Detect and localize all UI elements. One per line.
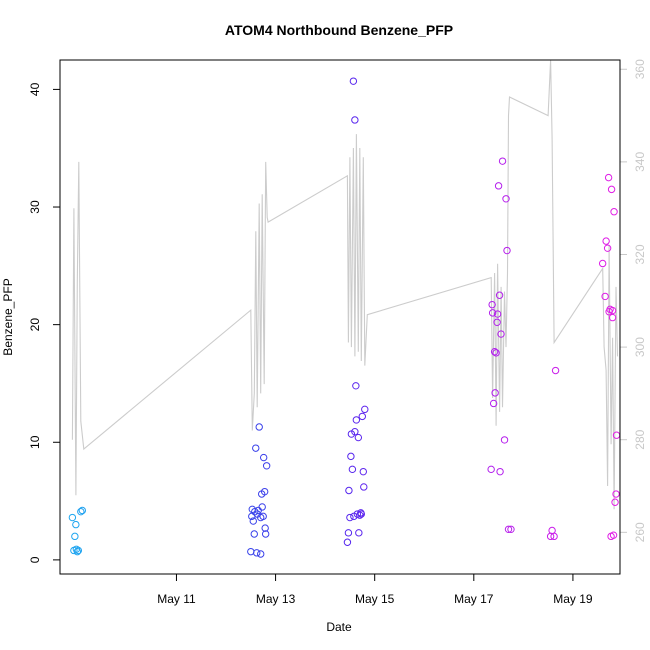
data-point — [602, 237, 610, 245]
x-tick-label: May 11 — [157, 592, 196, 606]
data-point — [490, 347, 499, 356]
data-point — [259, 512, 267, 521]
data-point — [609, 531, 618, 539]
data-point — [252, 444, 260, 452]
x-tick-label: May 19 — [553, 592, 593, 606]
data-point — [488, 309, 497, 317]
y-tick-label: 20 — [28, 318, 42, 332]
data-point — [247, 547, 255, 556]
x-tick-label: May 15 — [355, 592, 395, 606]
data-point — [498, 157, 507, 165]
data-point — [360, 483, 368, 491]
data-point — [352, 416, 361, 424]
data-point — [344, 529, 353, 537]
data-point — [502, 195, 510, 203]
data-point — [361, 405, 369, 414]
y-tick-label: 10 — [28, 435, 42, 449]
data-point — [598, 259, 607, 268]
point-layer — [68, 77, 621, 558]
data-point — [497, 330, 505, 338]
data-point — [343, 538, 352, 546]
secondary-series-line — [71, 59, 619, 510]
data-point — [71, 532, 79, 541]
data-point — [503, 246, 511, 255]
data-point — [262, 462, 271, 470]
x-tick-label: May 17 — [454, 592, 494, 606]
data-point — [351, 427, 359, 436]
data-point — [78, 506, 87, 515]
data-point — [72, 520, 80, 529]
data-point — [77, 507, 85, 516]
data-point — [550, 532, 558, 541]
data-point — [496, 467, 504, 476]
data-point — [261, 530, 270, 538]
data-point — [257, 550, 265, 558]
data-point — [493, 310, 502, 318]
data-point — [354, 433, 363, 442]
data-point — [345, 486, 353, 495]
data-point — [352, 382, 360, 390]
plot-frame — [59, 59, 621, 575]
data-point — [491, 389, 499, 397]
right-y-tick-label: 260 — [633, 522, 647, 542]
data-point — [492, 349, 500, 357]
data-point — [359, 467, 367, 476]
x-axis: May 11 May 13 May 15 May 17 May 19 — [157, 574, 593, 606]
data-point — [68, 513, 77, 522]
right-axis: 260 280 300 320 340 360 — [620, 59, 647, 542]
data-point — [611, 498, 619, 506]
data-point — [487, 465, 495, 474]
y-tick-label: 0 — [28, 556, 42, 563]
data-point — [258, 503, 266, 511]
data-point — [346, 513, 354, 522]
data-point — [253, 549, 261, 557]
data-point — [74, 546, 83, 555]
data-point — [610, 208, 618, 216]
data-point — [355, 529, 363, 537]
data-point — [504, 525, 513, 534]
data-point — [351, 116, 359, 124]
chart-title: ATOM4 Northbound Benzene_PFP — [225, 22, 453, 38]
x-tick-label: May 13 — [256, 592, 296, 606]
data-point — [495, 291, 504, 299]
data-point — [551, 366, 560, 375]
x-axis-label: Date — [326, 620, 352, 634]
data-point — [604, 173, 613, 182]
data-point — [493, 318, 501, 326]
y-axis: 0 10 20 30 40 — [28, 82, 60, 563]
right-y-tick-label: 280 — [633, 429, 647, 449]
data-point — [348, 465, 357, 474]
data-point — [347, 452, 355, 461]
data-point — [260, 487, 269, 496]
data-point — [608, 313, 617, 322]
line-layer — [71, 59, 619, 510]
right-y-tick-label: 360 — [633, 59, 647, 79]
data-point — [607, 185, 616, 194]
right-y-tick-label: 320 — [633, 244, 647, 264]
data-point — [489, 399, 498, 408]
data-point — [601, 292, 609, 301]
data-point — [349, 77, 358, 85]
data-point — [251, 507, 259, 516]
data-point — [249, 517, 257, 525]
data-point — [603, 244, 612, 252]
y-axis-label: Benzene_PFP — [1, 278, 15, 355]
right-y-tick-label: 340 — [633, 152, 647, 172]
y-tick-label: 40 — [28, 82, 42, 96]
y-tick-label: 30 — [28, 200, 42, 214]
data-point — [494, 182, 503, 190]
data-point — [250, 530, 258, 538]
data-point — [357, 510, 366, 518]
data-point — [612, 490, 620, 498]
data-point — [608, 306, 617, 315]
data-point — [259, 453, 268, 462]
data-point — [500, 436, 509, 444]
data-point — [73, 547, 82, 556]
right-y-tick-label: 300 — [633, 337, 647, 357]
data-point — [358, 412, 367, 421]
data-point — [255, 423, 263, 431]
data-point — [488, 300, 496, 309]
data-point — [507, 525, 515, 534]
